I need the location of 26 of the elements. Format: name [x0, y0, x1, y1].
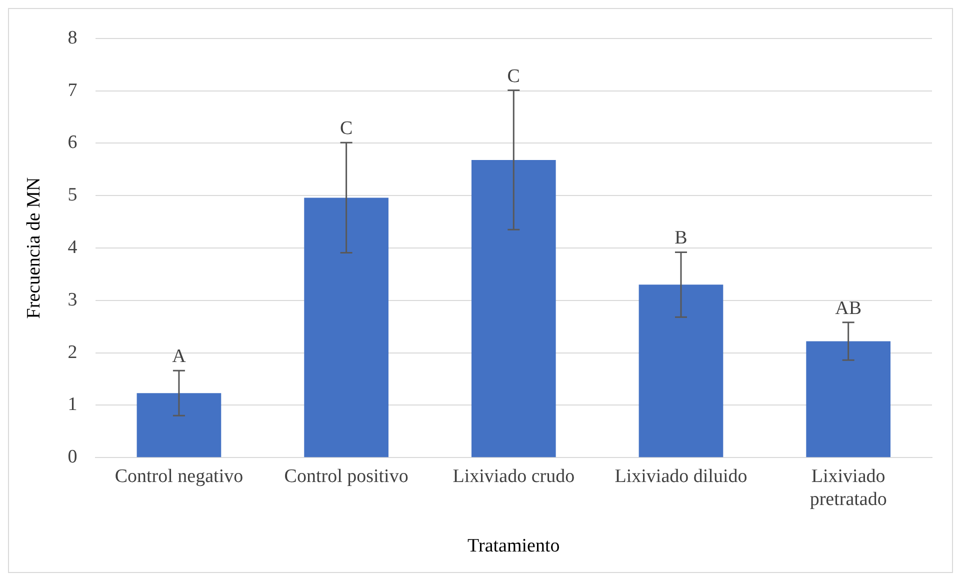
bar	[638, 284, 724, 458]
y-tick-label: 7	[68, 80, 78, 101]
y-tick-label: 4	[68, 236, 78, 258]
bar	[304, 198, 388, 458]
x-tick-label: Control negativo	[114, 466, 244, 487]
bar	[806, 341, 890, 458]
y-tick-label: 0	[68, 446, 78, 468]
annotation: A	[172, 346, 186, 368]
x-tick-label: Control positivo	[284, 466, 408, 487]
y-tick-label: 2	[68, 342, 78, 363]
annotation: C	[507, 66, 520, 87]
bar	[136, 393, 222, 458]
x-tick-label: Lixiviado diluido	[614, 466, 748, 487]
y-tick-label: 8	[68, 27, 78, 48]
x-tick-label: Lixiviado crudo	[452, 466, 575, 487]
x-axis-title: Tratamiento	[468, 536, 560, 557]
y-tick-label: 3	[68, 289, 78, 310]
annotation: C	[340, 118, 353, 140]
annotation: B	[674, 228, 688, 249]
y-tick-label: 5	[68, 184, 78, 206]
x-tick-label: Lixiviado pretratado	[810, 466, 887, 510]
annotation: AB	[835, 298, 862, 319]
y-tick-label: 6	[68, 132, 78, 154]
y-axis-title: Frecuencia de MN	[23, 177, 44, 319]
bar	[471, 160, 556, 458]
y-tick-label: 1	[68, 394, 78, 416]
